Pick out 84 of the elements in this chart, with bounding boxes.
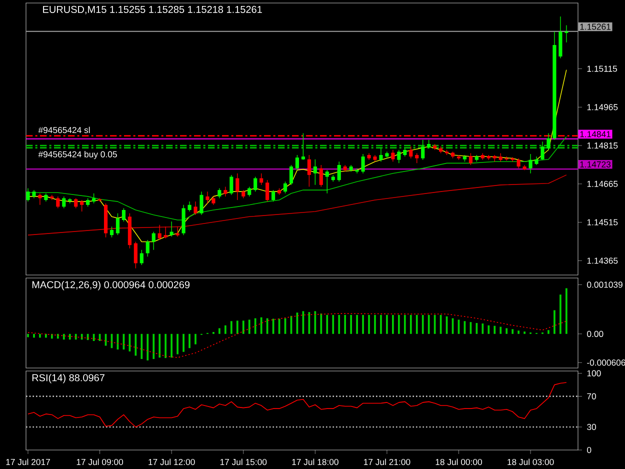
candlestick: [56, 196, 60, 209]
candlestick: [62, 196, 66, 209]
x-tick-label: 17 Jul 15:00: [220, 458, 267, 466]
candlestick: [80, 200, 84, 212]
candlestick: [236, 173, 240, 200]
candlestick: [38, 193, 42, 206]
ref-line-label: #94565424 buy 0.05: [38, 151, 117, 160]
x-tick-label: 17 Jul 21:00: [364, 458, 410, 466]
candlestick: [421, 140, 425, 160]
chart-title: MACD(12,26,9) 0.000964 0.000269: [32, 280, 190, 290]
y-tick-label: 1.14965: [587, 104, 618, 110]
line-series: [28, 69, 567, 242]
ref-line-label: 1.14723: [580, 161, 611, 168]
candlestick: [134, 241, 138, 269]
y-tick-label: 1.15115: [587, 66, 618, 72]
candlestick: [409, 146, 413, 159]
line-series: [28, 313, 567, 358]
candlestick: [546, 132, 550, 150]
line-series: [28, 174, 567, 236]
candlestick: [516, 158, 520, 169]
y-tick-label: -0.000606: [587, 360, 625, 366]
candlestick: [319, 164, 323, 188]
ref-line-label: 1.14841: [580, 131, 610, 138]
candlestick: [271, 190, 276, 202]
x-tick-label: 18 Jul 00:00: [436, 458, 482, 466]
candlestick: [468, 152, 473, 166]
chart-title: EURUSD,M15 1.15255 1.15285 1.15218 1.15261: [43, 6, 262, 14]
candlestick: [301, 132, 305, 160]
y-tick-label: 70: [587, 393, 596, 400]
candlestick: [152, 231, 156, 250]
y-tick-label: 1.14815: [587, 142, 618, 149]
candlestick: [194, 201, 198, 216]
candlestick: [379, 148, 383, 162]
candlestick: [122, 208, 126, 222]
candlestick: [224, 186, 228, 197]
candlestick: [307, 154, 311, 188]
candlestick: [361, 154, 365, 174]
ref-line-label: #94565424 sl: [38, 126, 90, 134]
candlestick: [110, 226, 114, 238]
candlestick: [355, 168, 359, 174]
candlestick: [74, 198, 78, 209]
x-tick-label: 17 Jul 09:00: [76, 458, 124, 466]
candlestick: [540, 141, 544, 160]
y-tick-label: 1.14365: [587, 258, 618, 264]
candlestick: [140, 250, 144, 266]
y-tick-label: 1.14515: [587, 219, 618, 226]
y-tick-label: 0.001039: [587, 282, 622, 288]
candlestick: [266, 180, 270, 202]
candlestick: [164, 226, 168, 239]
candlestick: [325, 170, 329, 194]
y-tick-label: 1.14665: [587, 180, 618, 187]
candlestick: [564, 24, 568, 43]
candlestick: [283, 181, 288, 194]
x-tick-label: 18 Jul 03:00: [508, 458, 554, 466]
y-tick-label: 100: [587, 370, 601, 376]
candlestick: [289, 164, 294, 186]
candlestick: [176, 226, 180, 237]
candlestick: [295, 154, 300, 170]
candlestick: [116, 212, 120, 236]
x-tick-label: 17 Jul 2017: [6, 458, 50, 466]
candlestick: [337, 161, 341, 182]
y-tick-label: 30: [587, 424, 596, 430]
candlestick: [254, 176, 258, 192]
ref-line-label: 1.15261: [580, 24, 610, 30]
candlestick: [92, 193, 96, 204]
candlestick: [158, 224, 162, 240]
candlestick: [397, 150, 401, 164]
candlestick: [146, 240, 150, 257]
candlestick: [313, 159, 317, 186]
candlestick: [188, 201, 192, 212]
candlestick: [528, 154, 532, 174]
candlestick: [391, 150, 395, 162]
y-tick-label: 0.00: [587, 330, 604, 337]
x-tick-label: 17 Jul 18:00: [292, 458, 338, 466]
chart-title: RSI(14) 88.0967: [32, 374, 104, 384]
candlestick: [230, 174, 234, 196]
candlestick: [415, 152, 419, 164]
y-tick-label: 0: [587, 446, 592, 454]
candlestick: [26, 188, 30, 202]
candlestick: [206, 191, 210, 204]
candlestick: [200, 191, 204, 216]
x-tick-label: 17 Jul 12:00: [148, 458, 195, 466]
candlestick: [218, 188, 222, 199]
candlestick: [248, 186, 252, 197]
